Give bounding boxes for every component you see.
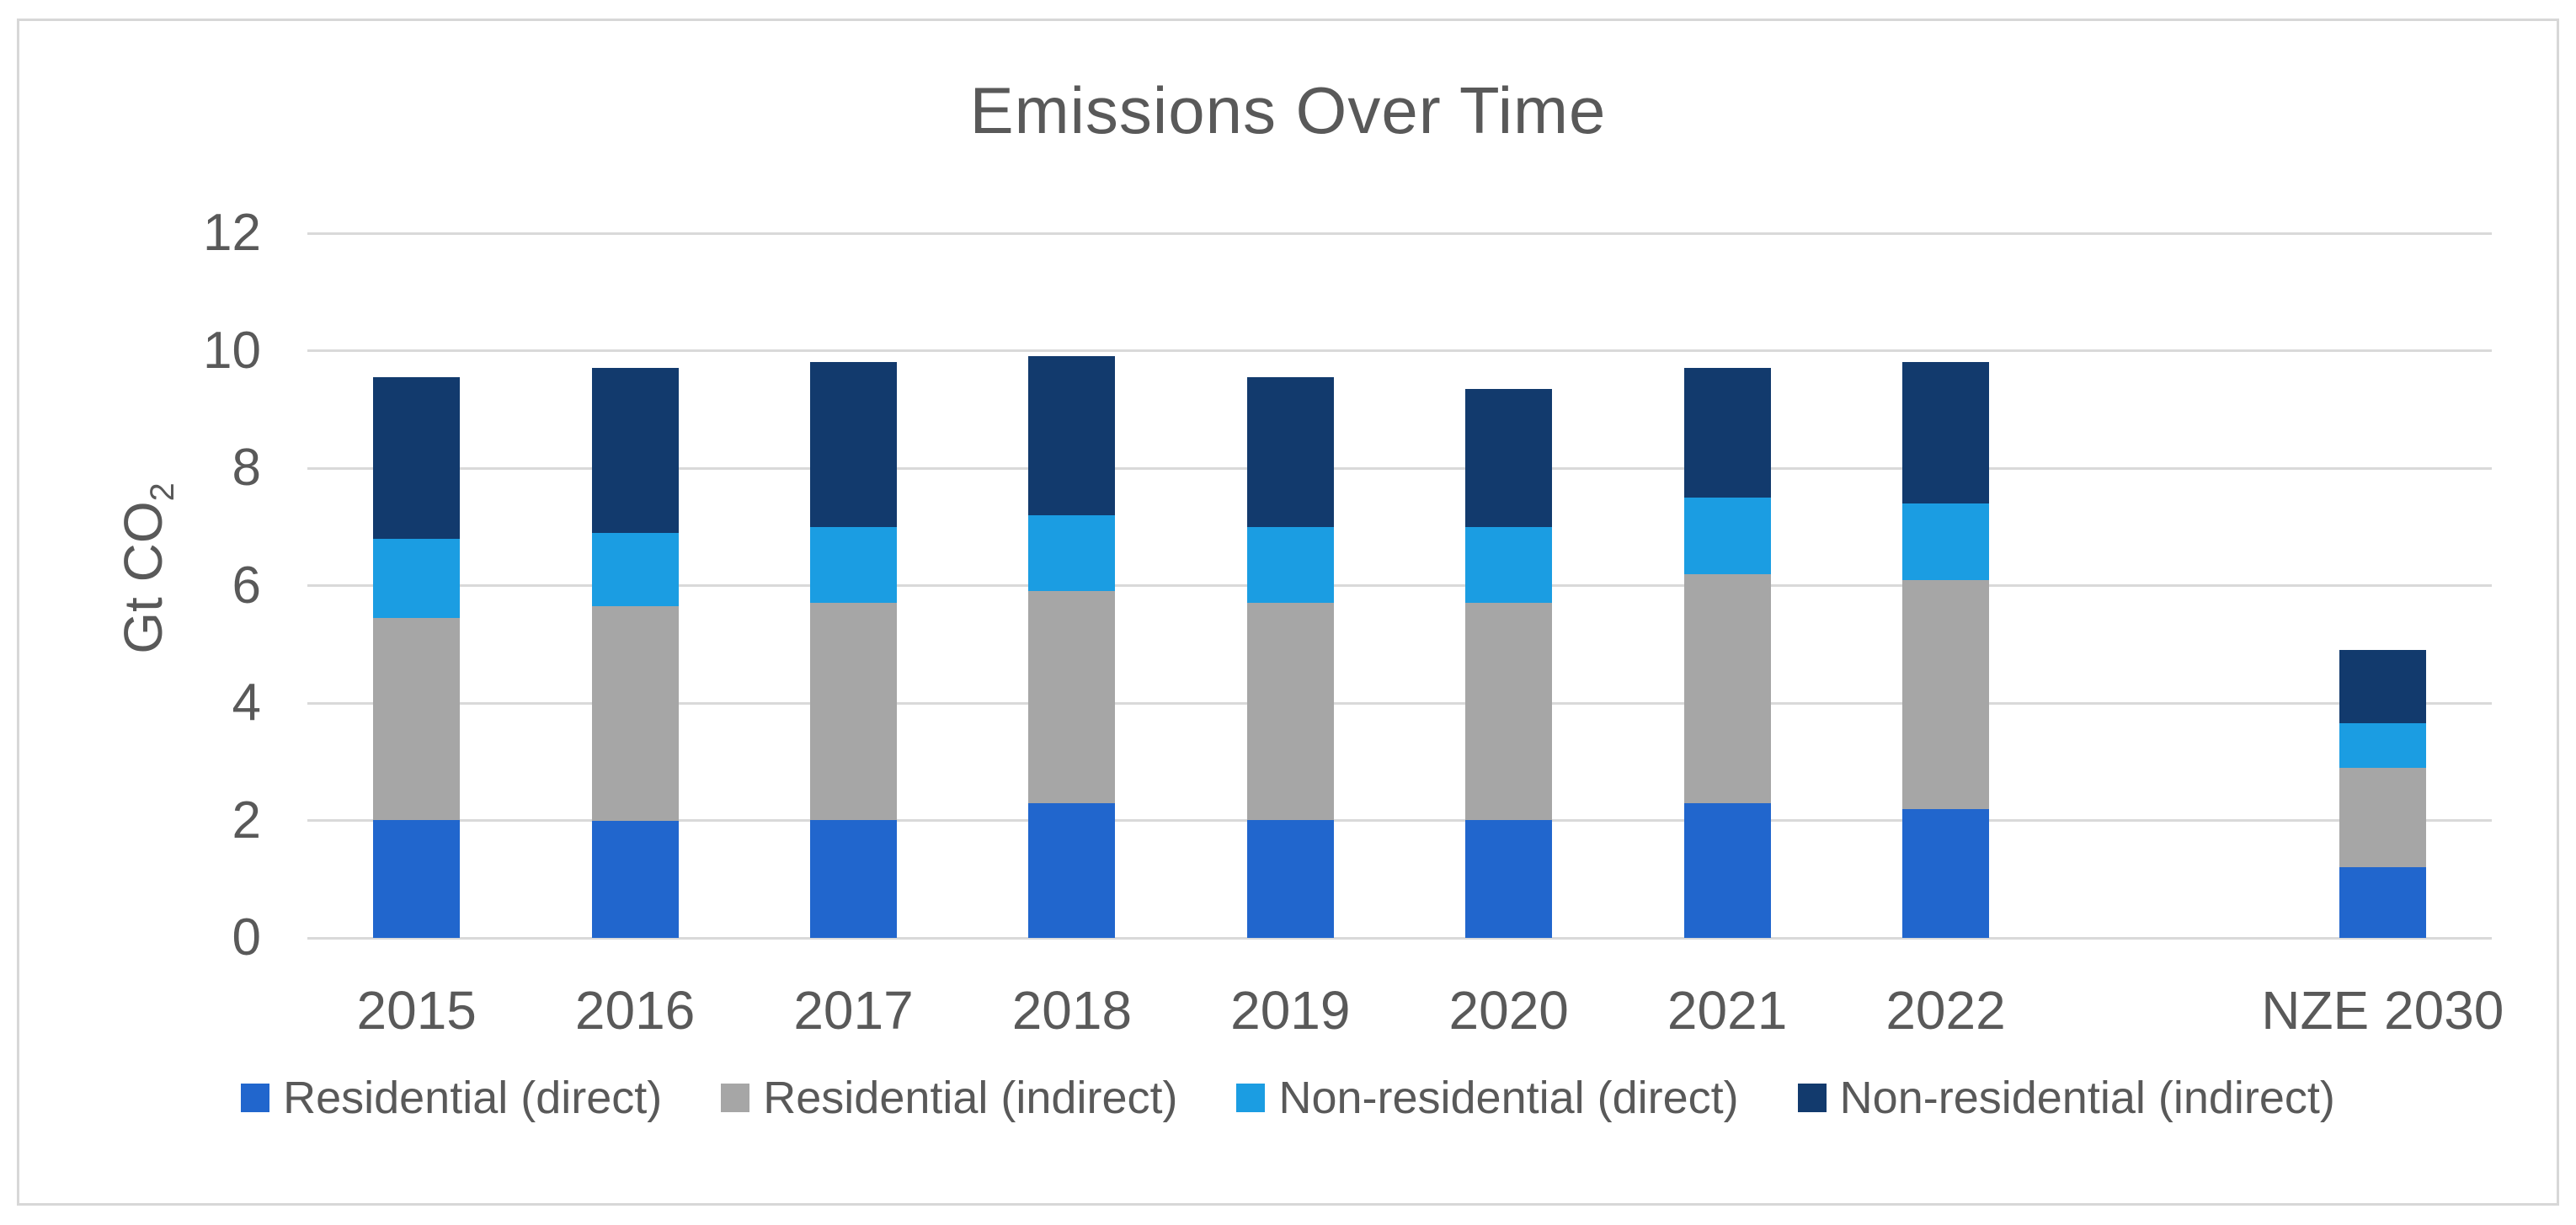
bar-segment-residential-direct — [1683, 802, 1771, 938]
bar-segment-non-residential-direct — [2339, 723, 2426, 768]
bar-segment-non-residential-indirect — [1465, 388, 1553, 527]
bar-2022 — [1902, 362, 1989, 938]
bar-segment-non-residential-indirect — [1683, 368, 1771, 498]
y-tick-label: 2 — [232, 791, 261, 850]
gridline — [307, 819, 2492, 822]
legend-swatch-residential-direct — [241, 1084, 270, 1112]
bar-segment-non-residential-indirect — [373, 376, 461, 539]
bar-2015 — [373, 376, 461, 938]
bar-segment-residential-direct — [2339, 867, 2426, 938]
bar-segment-residential-indirect — [1028, 591, 1116, 803]
bar-2021 — [1683, 368, 1771, 938]
x-tick-label: 2015 — [356, 980, 477, 1041]
bar-2017 — [810, 362, 897, 938]
x-tick-labels: 2015 2016 2017 2018 2019 2020 2021 2022 NZE 2030 — [307, 980, 2504, 1047]
gridline — [307, 349, 2492, 352]
y-tick-label: 4 — [232, 674, 261, 732]
bar-segment-residential-direct — [1465, 820, 1553, 938]
bar-segment-non-residential-indirect — [2339, 650, 2426, 724]
legend-label: Residential (direct) — [283, 1073, 663, 1123]
legend-item-residential-indirect: Residential (indirect) — [721, 1073, 1177, 1123]
bar-segment-residential-indirect — [373, 617, 461, 821]
bar-segment-non-residential-direct — [1246, 526, 1334, 604]
bar-2020 — [1465, 388, 1553, 938]
bar-segment-non-residential-direct — [1028, 514, 1116, 592]
legend-swatch-residential-indirect — [721, 1084, 750, 1112]
bar-segment-residential-indirect — [1246, 603, 1334, 821]
bar-segment-residential-indirect — [1465, 603, 1553, 821]
chart-title: Emissions Over Time — [969, 73, 1607, 147]
y-tick-labels: 0 2 4 6 8 10 12 — [118, 204, 261, 967]
bar-segment-residential-direct — [1246, 820, 1334, 938]
y-tick-label: 12 — [203, 204, 261, 262]
y-tick-label: 8 — [232, 439, 261, 497]
bar-segment-non-residential-direct — [591, 532, 679, 606]
legend-label: Non-residential (direct) — [1278, 1073, 1739, 1123]
y-tick-label: 6 — [232, 556, 261, 615]
gridline — [307, 466, 2492, 470]
bar-segment-non-residential-direct — [810, 526, 897, 604]
bar-2016 — [591, 368, 679, 938]
x-tick-label: NZE 2030 — [2261, 980, 2504, 1041]
bar-segment-non-residential-indirect — [810, 362, 897, 527]
gridline — [307, 701, 2492, 705]
bar-segment-residential-direct — [591, 820, 679, 938]
bar-segment-non-residential-indirect — [591, 368, 679, 533]
bar-segment-non-residential-indirect — [1028, 356, 1116, 515]
x-tick-label: 2016 — [574, 980, 696, 1041]
gridline — [307, 232, 2492, 235]
bar-segment-non-residential-indirect — [1246, 376, 1334, 527]
bar-segment-residential-direct — [810, 820, 897, 938]
gridline — [307, 584, 2492, 587]
legend-label: Non-residential (indirect) — [1839, 1073, 2335, 1123]
bar-segment-non-residential-direct — [1465, 526, 1553, 604]
legend-swatch-non-residential-direct — [1236, 1084, 1266, 1112]
bar-segment-residential-indirect — [2339, 767, 2426, 868]
bar-segment-residential-direct — [1028, 802, 1116, 938]
y-tick-label: 10 — [203, 321, 261, 380]
plot-area — [307, 232, 2492, 940]
bar-2019 — [1246, 376, 1334, 938]
x-tick-label: 2022 — [1885, 980, 2006, 1041]
bar-segment-residential-indirect — [1902, 579, 1989, 809]
bar-segment-non-residential-indirect — [1902, 362, 1989, 503]
legend-item-non-residential-indirect: Non-residential (indirect) — [1797, 1073, 2335, 1123]
legend: Residential (direct) Residential (indirec… — [0, 1071, 2576, 1125]
bar-segment-non-residential-direct — [1683, 497, 1771, 574]
bar-2018 — [1028, 356, 1116, 938]
gridline — [307, 936, 2492, 940]
x-tick-label: 2019 — [1230, 980, 1351, 1041]
bar-segment-residential-indirect — [810, 603, 897, 821]
legend-item-residential-direct: Residential (direct) — [241, 1073, 662, 1123]
x-tick-label: 2018 — [1011, 980, 1133, 1041]
x-tick-label: 2017 — [793, 980, 914, 1041]
bar-segment-residential-direct — [373, 820, 461, 938]
legend-label: Residential (indirect) — [763, 1073, 1178, 1123]
y-tick-label: 0 — [232, 908, 261, 967]
legend-swatch-non-residential-indirect — [1797, 1084, 1827, 1112]
x-tick-label: 2021 — [1667, 980, 1788, 1041]
bar-segment-residential-indirect — [1683, 573, 1771, 803]
legend-item-non-residential-direct: Non-residential (direct) — [1236, 1073, 1739, 1123]
bar-nze-2030 — [2339, 650, 2426, 938]
bar-segment-residential-direct — [1902, 808, 1989, 938]
bar-segment-non-residential-direct — [373, 538, 461, 618]
bar-segment-non-residential-direct — [1902, 503, 1989, 580]
x-tick-label: 2020 — [1448, 980, 1569, 1041]
bar-segment-residential-indirect — [591, 605, 679, 821]
